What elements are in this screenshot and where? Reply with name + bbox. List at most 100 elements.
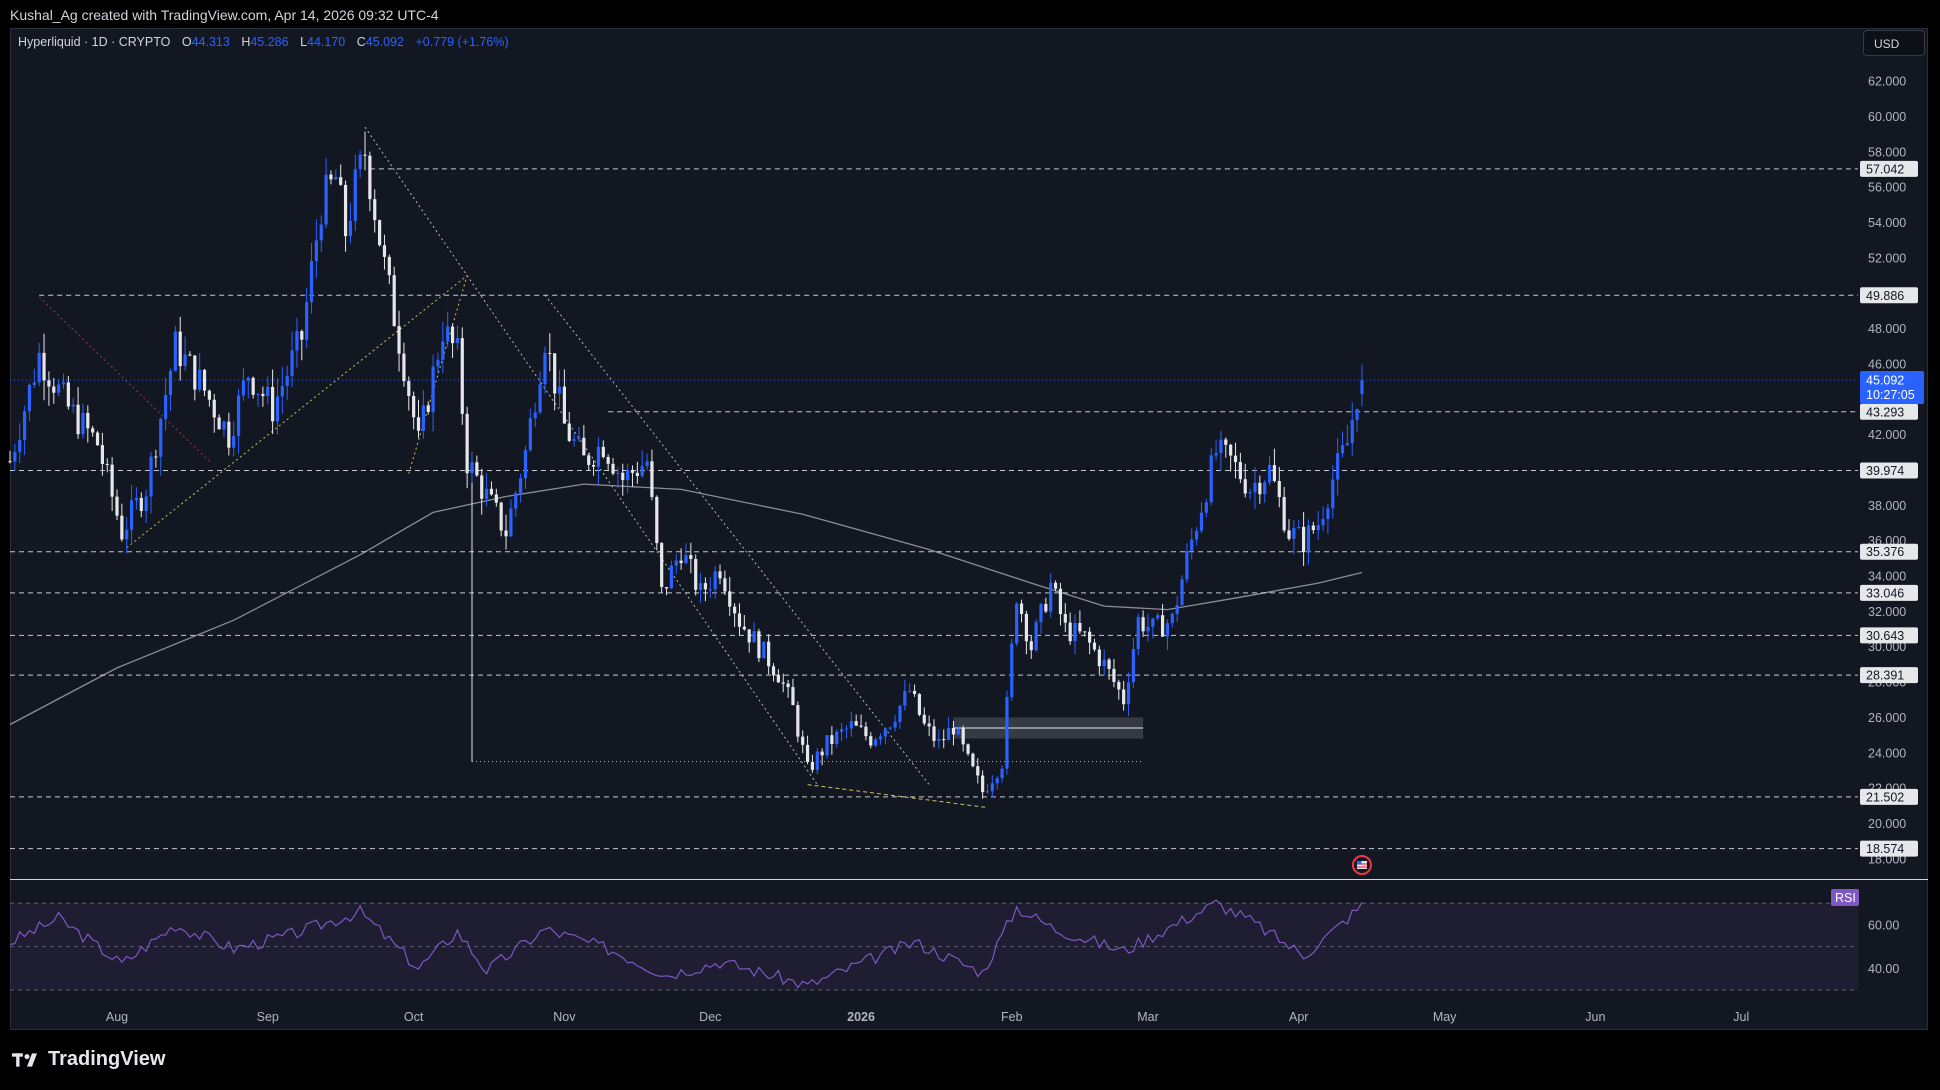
bull-candle <box>431 354 435 432</box>
bull-candle <box>37 342 41 386</box>
candle-body <box>912 690 917 694</box>
bull-candle <box>149 451 153 514</box>
chart-frame <box>10 28 1928 1030</box>
bull-candle <box>1190 528 1194 560</box>
bull-candle <box>835 729 839 748</box>
bull-candle <box>1248 488 1252 500</box>
bull-candle <box>1355 408 1359 432</box>
candle-body <box>329 174 333 180</box>
bear-candle <box>261 386 265 407</box>
bear-candle <box>202 368 207 397</box>
currency-button[interactable]: USD <box>1863 30 1925 56</box>
last-price-box <box>1860 371 1924 405</box>
candle-body <box>178 331 182 367</box>
bull-candle <box>13 443 17 471</box>
bull-candle <box>455 325 460 351</box>
bear-candle <box>606 454 610 470</box>
bear-candle <box>416 399 421 438</box>
candle-body <box>1345 443 1349 446</box>
candle-body <box>1282 497 1286 531</box>
bull-candle <box>164 377 168 431</box>
candle-body <box>460 338 464 414</box>
bear-candle <box>1044 597 1048 614</box>
bull-candle <box>995 776 999 790</box>
bear-candle <box>1029 635 1033 659</box>
candle-body <box>363 154 367 156</box>
bear-candle <box>961 725 965 752</box>
bear-candle <box>635 461 639 484</box>
bull-candle <box>908 683 912 693</box>
bull-candle <box>616 467 620 489</box>
candle-body <box>120 515 124 540</box>
bull-candle <box>18 423 22 464</box>
candle-body <box>796 705 800 737</box>
candle-body <box>771 666 776 676</box>
bear-candle <box>480 468 484 515</box>
bull-candle <box>1292 520 1296 555</box>
bear-candle <box>786 679 790 698</box>
bear-candle <box>1019 599 1024 623</box>
price-tick-label: 32.000 <box>1868 605 1906 619</box>
bear-candle <box>271 369 275 435</box>
bear-candle <box>757 628 761 663</box>
rsi-panel <box>10 879 1928 991</box>
low-value: 44.170 <box>307 35 346 49</box>
candle-body <box>898 705 902 722</box>
candle-body <box>946 728 951 741</box>
bull-candle <box>129 484 134 545</box>
low-label: L <box>300 35 308 49</box>
candle-body <box>1360 380 1364 394</box>
moving-average-line <box>9 483 1363 726</box>
candle-body <box>110 464 114 497</box>
candle-body <box>840 729 844 732</box>
bull-candle <box>713 566 717 599</box>
price-tick-label: 52.000 <box>1868 251 1906 265</box>
bear-candle <box>548 333 552 372</box>
candle-body <box>358 154 362 170</box>
bull-candle <box>1219 430 1223 471</box>
candle-body <box>285 375 289 387</box>
candle-body <box>562 386 566 424</box>
symbol-label[interactable]: Hyperliquid · 1D · CRYPTO <box>18 35 171 49</box>
candle-body <box>1267 465 1272 483</box>
candle-body <box>470 462 474 474</box>
candle-body <box>640 465 644 476</box>
candle-body <box>703 583 708 590</box>
rsi-tick-label: 60.00 <box>1868 918 1899 932</box>
bull-candle <box>22 405 27 456</box>
bull-candle <box>698 572 703 603</box>
candle-body <box>173 331 177 371</box>
bull-candle <box>353 154 357 231</box>
bear-candle <box>679 548 683 570</box>
bear-candle <box>927 715 931 737</box>
bear-candle <box>664 586 669 596</box>
bear-candle <box>650 449 654 501</box>
bear-candle <box>601 440 605 459</box>
candle-body <box>548 352 552 354</box>
candle-body <box>1107 659 1111 669</box>
candle-body <box>387 256 391 276</box>
candle-body <box>105 463 109 465</box>
candle-body <box>976 766 980 776</box>
bear-candle <box>742 615 746 631</box>
bear-candle <box>553 353 557 411</box>
price-tick-label: 24.000 <box>1868 746 1906 760</box>
candles <box>8 131 1364 799</box>
bull-candle <box>348 202 353 244</box>
candle-body <box>1160 615 1165 637</box>
close-label: C <box>356 35 366 49</box>
candle-body <box>343 184 348 237</box>
bear-candle <box>859 714 863 728</box>
bull-candle <box>1195 526 1199 546</box>
candle-body <box>1350 420 1354 444</box>
time-tick-label: Mar <box>1137 1010 1159 1024</box>
bear-candle <box>864 721 868 741</box>
candle-body <box>198 369 202 390</box>
candle-body <box>81 412 85 435</box>
bear-candle <box>504 514 508 550</box>
candle-body <box>1311 525 1315 531</box>
bear-candle <box>728 577 732 616</box>
candle-body <box>232 435 236 448</box>
candle-body <box>1073 622 1077 642</box>
